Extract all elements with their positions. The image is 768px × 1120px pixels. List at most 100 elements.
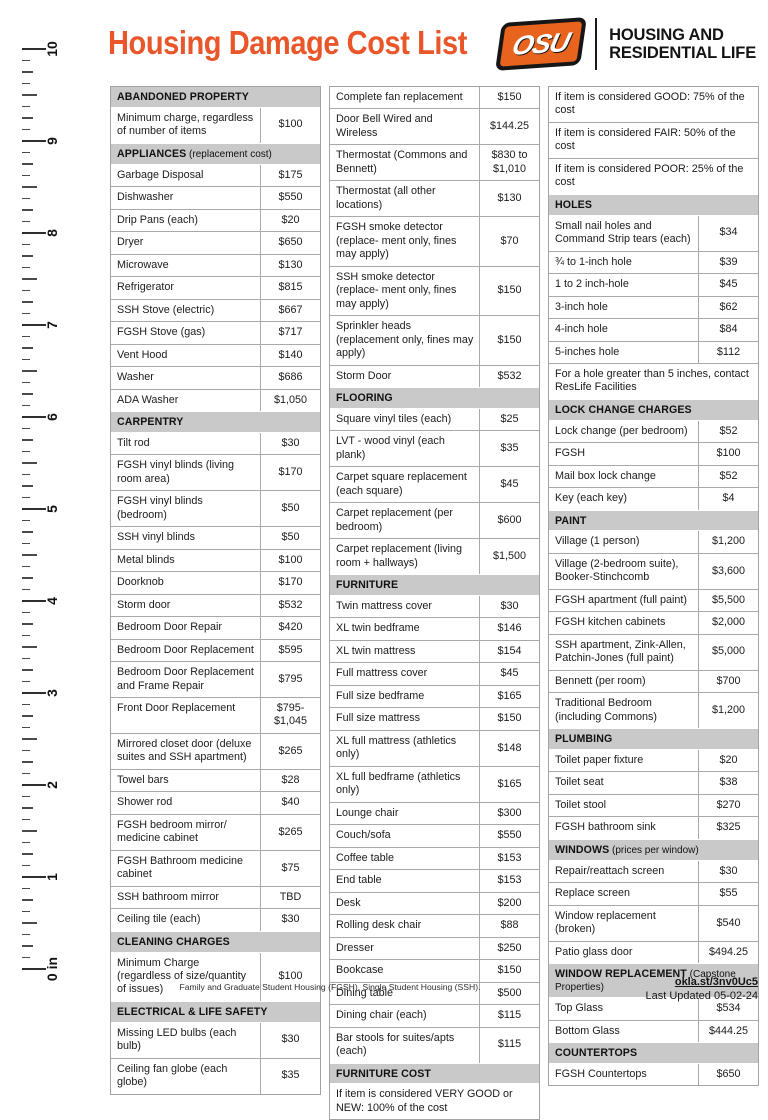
table-row: Desk $200 bbox=[330, 891, 539, 915]
ruler-minor-tick bbox=[22, 795, 30, 798]
item-description: Mirrored closet door (deluxe suites and … bbox=[117, 737, 252, 764]
item-description: Carpet square replacement (each square) bbox=[336, 471, 467, 497]
item-price: $170 bbox=[260, 572, 320, 594]
item-description: Dresser bbox=[336, 941, 374, 954]
item-price: $265 bbox=[260, 733, 320, 769]
item-price: $50 bbox=[260, 491, 320, 527]
item-price: $494.25 bbox=[698, 941, 758, 964]
table-row: Rolling desk chair $88 bbox=[330, 914, 539, 937]
table-row: Minimum Charge (regardless of size/quant… bbox=[111, 952, 320, 1001]
item-description: Sprinkler heads (replacement only, fines… bbox=[336, 320, 474, 360]
table-row: Coffee table $153 bbox=[330, 846, 539, 870]
item-price: $30 bbox=[698, 860, 758, 883]
table-row: XL twin bedframe $146 bbox=[330, 617, 539, 640]
section-header: LOCK CHANGE CHARGES bbox=[549, 398, 758, 421]
item-description: 1 to 2 inch-hole bbox=[555, 278, 629, 291]
item-description: Window replacement (broken) bbox=[555, 909, 656, 936]
item-price: $30 bbox=[260, 909, 320, 931]
table-row: Storm Door $532 bbox=[330, 364, 539, 388]
item-description: SSH apartment, Zink-Allen, Patchin-Jones… bbox=[555, 638, 686, 665]
item-description: Dishwasher bbox=[117, 191, 174, 204]
table-row: Minimum charge, regardless of number of … bbox=[111, 107, 320, 143]
table-row: Lock change (per bedroom) $52 bbox=[549, 420, 758, 443]
item-price: $150 bbox=[479, 316, 539, 365]
ruler-minor-tick bbox=[22, 577, 33, 579]
table-row: Washer $686 bbox=[111, 366, 320, 389]
item-description: LVT - wood vinyl (each plank) bbox=[336, 435, 445, 461]
item-price: $20 bbox=[260, 209, 320, 232]
item-description: Toilet seat bbox=[555, 776, 604, 789]
ruler-major-tick bbox=[22, 508, 46, 510]
table-row: Dining chair (each) $115 bbox=[330, 1004, 539, 1027]
ruler-minor-tick bbox=[22, 243, 30, 246]
item-description: FGSH vinyl blinds (living room area) bbox=[117, 459, 234, 485]
item-description: FGSH apartment (full paint) bbox=[555, 593, 688, 606]
table-row: Refrigerator $815 bbox=[111, 276, 320, 299]
ruler-minor-tick bbox=[22, 623, 33, 625]
ruler-label: 5 bbox=[44, 505, 60, 513]
ruler-minor-tick bbox=[22, 117, 33, 119]
item-description: Traditional Bedroom (including Commons) bbox=[555, 697, 658, 723]
item-price: $200 bbox=[479, 892, 539, 915]
item-description: Bookcase bbox=[336, 964, 384, 977]
item-description: Thermostat (all other locations) bbox=[336, 185, 436, 211]
ruler-minor-tick bbox=[22, 634, 30, 637]
ruler-minor-tick bbox=[22, 818, 30, 821]
footer-link[interactable]: okla.st/3nv0Uc5 bbox=[674, 976, 758, 988]
section-header: FURNITURE COST bbox=[330, 1062, 539, 1085]
item-price: $148 bbox=[479, 730, 539, 766]
item-description: Coffee table bbox=[336, 851, 395, 864]
ruler-major-tick bbox=[22, 784, 46, 786]
item-description: ¾ to 1-inch hole bbox=[555, 255, 632, 268]
ruler-label: 6 bbox=[44, 413, 60, 421]
ruler-label: 10 bbox=[44, 41, 60, 57]
item-description: Storm Door bbox=[336, 369, 392, 382]
ruler-minor-tick bbox=[22, 450, 30, 453]
section-header: APPLIANCES (replacement cost) bbox=[111, 142, 320, 165]
ruler-major-tick bbox=[22, 48, 46, 50]
item-description: Toilet stool bbox=[555, 798, 607, 811]
ruler-minor-tick bbox=[22, 82, 30, 85]
table-row: Carpet replacement (per bedroom) $600 bbox=[330, 502, 539, 539]
table-row: Full mattress cover $45 bbox=[330, 662, 539, 685]
item-price: $250 bbox=[479, 937, 539, 960]
item-description: FGSH Stove (gas) bbox=[117, 326, 206, 339]
ruler-minor-tick bbox=[22, 899, 33, 901]
item-price: $45 bbox=[479, 467, 539, 503]
ruler-minor-tick bbox=[22, 266, 30, 269]
item-description: Washer bbox=[117, 371, 154, 384]
item-description: Repair/reattach screen bbox=[555, 864, 665, 877]
table-row: ADA Washer $1,050 bbox=[111, 388, 320, 411]
table-row: Repair/reattach screen $30 bbox=[549, 860, 758, 883]
item-description: Microwave bbox=[117, 258, 169, 271]
table-row: Window replacement (broken) $540 bbox=[549, 904, 758, 941]
ruler-major-tick bbox=[22, 324, 46, 326]
ruler-minor-tick bbox=[22, 439, 33, 441]
table-row: Village (1 person) $1,200 bbox=[549, 531, 758, 553]
ruler-major-tick bbox=[22, 692, 46, 694]
table-row: Top Glass $534 bbox=[549, 998, 758, 1020]
table-row: Missing LED bulbs (each bulb) $30 bbox=[111, 1022, 320, 1058]
item-price: $650 bbox=[698, 1063, 758, 1086]
item-price: $300 bbox=[479, 802, 539, 825]
item-price: $717 bbox=[260, 322, 320, 344]
table-row: Towel bars $28 bbox=[111, 768, 320, 792]
table-row: Key (each key) $4 bbox=[549, 487, 758, 510]
item-description: Vent Hood bbox=[117, 348, 168, 361]
table-row: 4-inch hole $84 bbox=[549, 318, 758, 341]
ruler-minor-tick bbox=[22, 945, 33, 947]
table-row: Toilet paper fixture $20 bbox=[549, 749, 758, 772]
item-price: $532 bbox=[479, 365, 539, 388]
ruler-minor-tick bbox=[22, 347, 33, 349]
item-price: $534 bbox=[698, 998, 758, 1020]
table-row: Garbage Disposal $175 bbox=[111, 164, 320, 187]
ruler-label: 8 bbox=[44, 229, 60, 237]
ruler-minor-tick bbox=[22, 542, 30, 545]
table-row: Carpet replacement (living room + hallwa… bbox=[330, 538, 539, 575]
item-price: $150 bbox=[479, 708, 539, 730]
org-name: HOUSING AND RESIDENTIAL LIFE bbox=[609, 26, 756, 63]
item-price: $532 bbox=[260, 594, 320, 617]
cost-table-column-3: If item is considered GOOD: 75% of the c… bbox=[548, 86, 759, 1087]
table-row: Bedroom Door Replacement $595 bbox=[111, 638, 320, 662]
page-title: Housing Damage Cost List bbox=[108, 24, 467, 61]
